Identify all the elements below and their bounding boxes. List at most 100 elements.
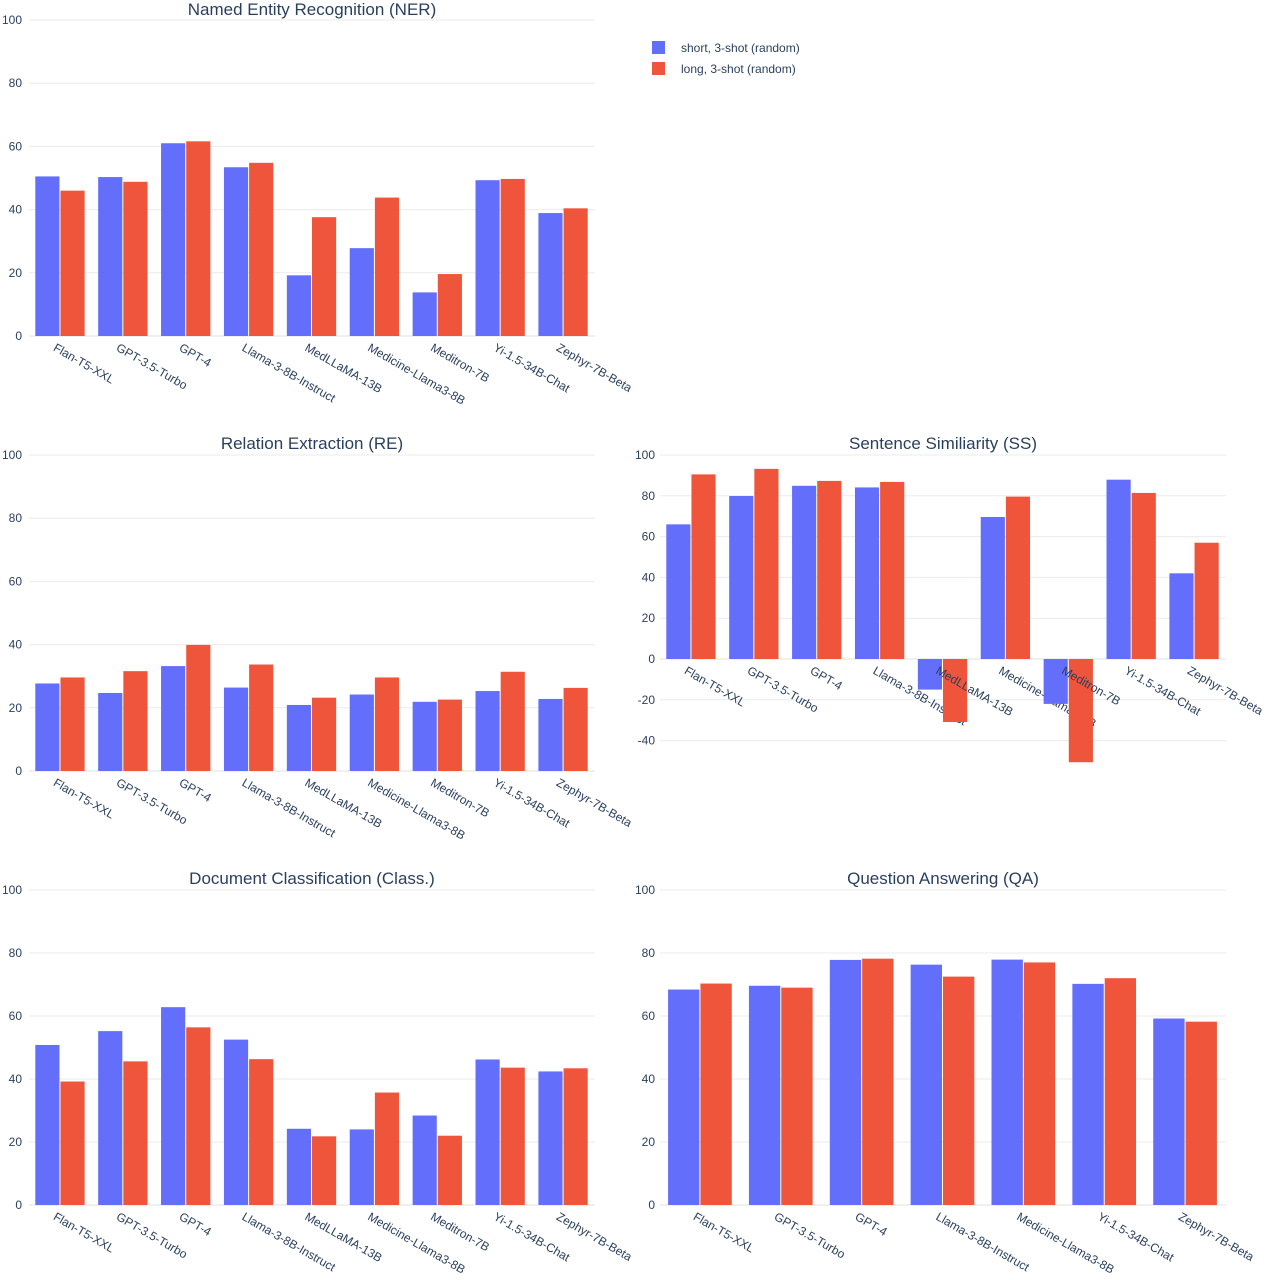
bar-long — [312, 217, 337, 336]
bar-long — [700, 983, 732, 1205]
bar-short — [98, 177, 123, 336]
chart-panel-3: -40 -20 0 20 40 60 80 100 Sentence Similiarity (… — [635, 434, 1266, 763]
y-tick-label: 40 — [9, 1072, 23, 1086]
y-tick-label: 80 — [9, 76, 23, 90]
bar-short — [910, 964, 942, 1205]
bar-short — [538, 1071, 563, 1205]
x-tick-label: Flan-T5-XXL — [682, 663, 748, 709]
x-tick-label: GPT-4 — [177, 340, 214, 370]
bar-short — [286, 704, 311, 771]
x-tick-label: Yi-1.5-34B-Chat — [1095, 1209, 1177, 1264]
x-tick-label: Flan-T5-XXL — [691, 1209, 757, 1255]
bar-short — [161, 143, 186, 336]
bar-short — [1153, 1018, 1185, 1205]
y-tick-label: 0 — [15, 1198, 22, 1212]
y-tick-label: 40 — [9, 203, 23, 217]
x-tick-label: Flan-T5-XXL — [51, 775, 117, 821]
legend-label-long: long, 3-shot (random) — [681, 62, 796, 76]
bar-long — [186, 1027, 211, 1205]
bar-long — [60, 1081, 85, 1205]
chart-title: Sentence Similiarity (SS) — [849, 434, 1037, 453]
y-tick-label: -20 — [638, 693, 656, 707]
bar-long — [563, 1068, 588, 1205]
y-tick-label: 20 — [9, 701, 23, 715]
legend-swatch-short — [652, 41, 665, 54]
y-tick-label: 0 — [648, 1198, 655, 1212]
y-tick-label: 100 — [2, 883, 22, 897]
bar-long — [1104, 978, 1137, 1205]
bar-long — [563, 687, 588, 771]
bar-short — [412, 1115, 437, 1205]
y-tick-label: 20 — [9, 1135, 23, 1149]
bar-long — [374, 1092, 400, 1205]
bar-long — [437, 699, 462, 771]
legend: short, 3-shot (random) long, 3-shot (ran… — [652, 41, 800, 76]
bar-long — [249, 162, 274, 336]
bar-long — [880, 481, 905, 659]
bar-short — [829, 959, 862, 1205]
y-tick-label: 20 — [642, 611, 656, 625]
y-tick-label: 80 — [9, 946, 23, 960]
chart-panel-2: 0 20 40 60 80 100 Relation Extraction (RE) Flan… — [2, 434, 635, 843]
bar-long — [500, 671, 525, 771]
bar-long — [943, 976, 975, 1205]
y-tick-label: 0 — [648, 652, 655, 666]
x-tick-label: Flan-T5-XXL — [51, 340, 117, 386]
bar-short — [223, 687, 249, 771]
bar-short — [729, 496, 754, 659]
y-tick-label: 100 — [635, 883, 655, 897]
bar-short — [349, 1129, 374, 1205]
x-tick-label: Flan-T5-XXL — [51, 1209, 117, 1255]
bar-long — [249, 1059, 274, 1205]
bar-short — [1043, 659, 1068, 704]
bar-short — [98, 692, 123, 771]
y-tick-label: 60 — [642, 1009, 656, 1023]
bar-long — [437, 1135, 462, 1205]
y-tick-label: 40 — [642, 570, 656, 584]
chart-panel-5: 0 20 40 60 80 100 Question Answering (QA) Flan-… — [635, 869, 1257, 1277]
bar-short — [161, 1007, 186, 1205]
bar-long — [1068, 659, 1093, 763]
bar-long — [60, 677, 85, 771]
y-tick-label: 40 — [642, 1072, 656, 1086]
y-tick-label: 60 — [9, 1009, 23, 1023]
bar-long — [249, 664, 274, 771]
bar-short — [349, 248, 374, 336]
bar-long — [437, 274, 462, 336]
y-tick-label: 60 — [9, 574, 23, 588]
bar-long — [123, 671, 148, 771]
bar-short — [538, 213, 563, 336]
x-tick-label: GPT-3.5-Turbo — [772, 1209, 848, 1261]
y-tick-label: 80 — [642, 946, 656, 960]
x-tick-label: GPT-4 — [853, 1209, 890, 1239]
y-tick-label: 100 — [2, 13, 22, 27]
bar-short — [286, 1128, 311, 1205]
bar-long — [691, 474, 716, 659]
bar-short — [412, 701, 437, 771]
y-tick-label: 20 — [9, 266, 23, 280]
bar-short — [35, 683, 60, 771]
legend-label-short: short, 3-shot (random) — [681, 41, 800, 55]
bar-short — [991, 959, 1023, 1205]
bar-long — [374, 677, 400, 771]
bar-short — [1106, 479, 1131, 659]
bar-long — [312, 1136, 337, 1205]
bar-long — [374, 197, 400, 336]
bar-short — [475, 1059, 500, 1205]
bar-short — [668, 989, 700, 1205]
bar-long — [817, 480, 842, 659]
bar-long — [1005, 496, 1031, 659]
bar-short — [792, 485, 817, 659]
y-tick-label: 100 — [2, 448, 22, 462]
bar-short — [223, 1039, 249, 1205]
chart-title: Document Classification (Class.) — [189, 869, 435, 888]
chart-panel-1: 0 20 40 60 80 100 Named Entity Recognition (NE… — [2, 0, 635, 408]
bar-short — [286, 275, 311, 336]
bar-short — [223, 167, 249, 336]
bar-short — [98, 1031, 123, 1205]
bar-short — [35, 1044, 60, 1205]
chart-title: Relation Extraction (RE) — [221, 434, 403, 453]
y-tick-label: 60 — [642, 530, 656, 544]
bar-short — [917, 659, 942, 690]
